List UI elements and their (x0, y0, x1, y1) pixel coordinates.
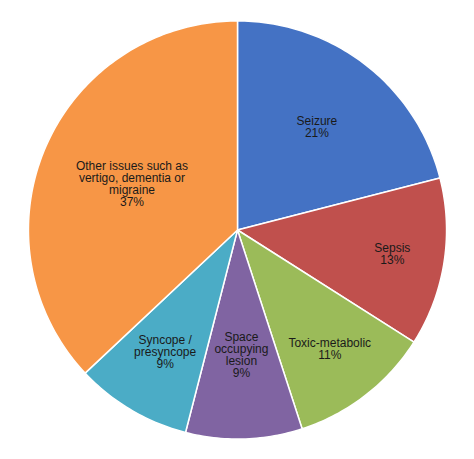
svg-text:Toxic-metabolic11%: Toxic-metabolic11% (288, 336, 371, 362)
svg-text:Syncope /presyncope9%: Syncope /presyncope9% (134, 333, 196, 371)
svg-text:Sepsis13%: Sepsis13% (374, 241, 410, 267)
svg-text:Other issues such asvertigo, d: Other issues such asvertigo, dementia or… (76, 159, 188, 209)
svg-text:Seizure21%: Seizure21% (297, 114, 338, 140)
svg-text:Spaceoccupyinglesion9%: Spaceoccupyinglesion9% (214, 330, 268, 380)
